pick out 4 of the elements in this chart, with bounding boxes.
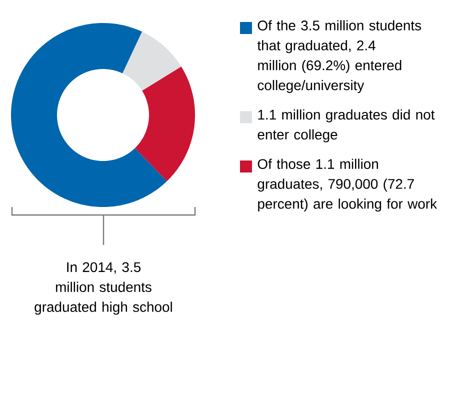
text: In 2014, 3.5 million students graduated high school: [34, 262, 172, 315]
legend-label: Of those 1.1 million graduates, 790,000 (72.7 percent) are looking for work: [258, 158, 438, 212]
legend-label: Of the 3.5 million students that graduated, 2.4 million (69.2%) entered college/university: [257, 20, 422, 93]
legend-label: 1.1 million graduates did not enter college: [258, 109, 435, 142]
